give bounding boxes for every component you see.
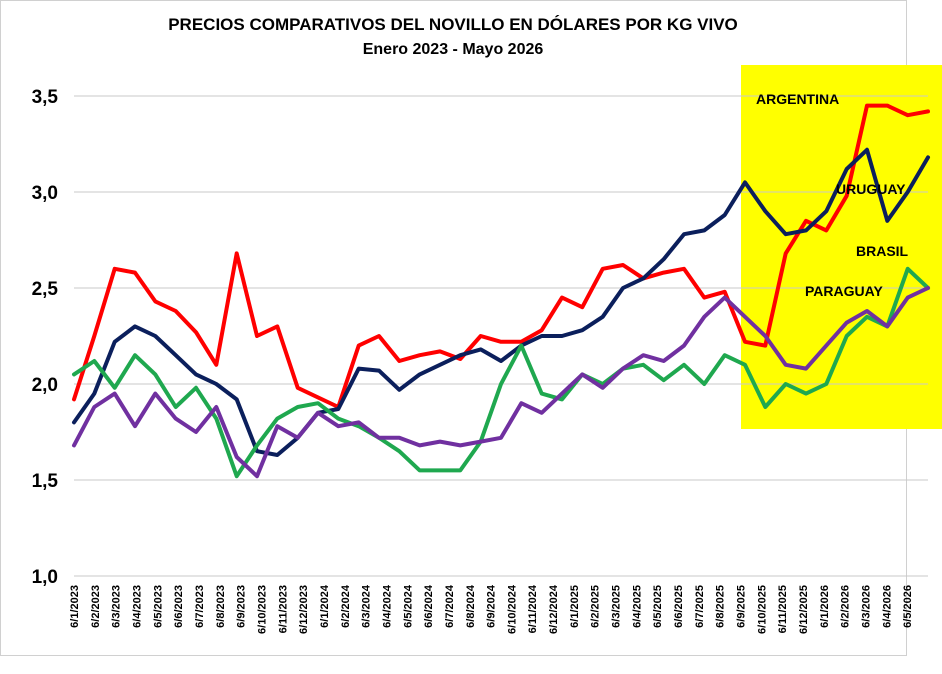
x-tick-label: 6/11/2025 [777,585,789,633]
x-tick-label: 6/1/2026 [819,585,831,628]
x-tick-label: 6/2/2026 [840,585,852,628]
x-tick-label: 6/12/2023 [298,585,310,634]
y-tick-label: 3,5 [32,87,59,108]
x-tick-label: 6/7/2023 [194,585,206,628]
x-tick-label: 6/3/2026 [861,585,873,628]
x-tick-label: 6/7/2025 [694,585,706,628]
x-tick-label: 6/3/2024 [361,584,373,628]
x-tick-label: 6/5/2025 [652,585,664,628]
series-line-argentina [72,103,930,409]
x-tick-label: 6/10/2024 [506,584,518,634]
x-tick-label: 6/6/2025 [673,585,685,628]
y-tick-label: 2,0 [32,375,58,396]
x-tick-label: 6/12/2024 [548,584,560,634]
x-tick-label: 6/11/2024 [527,584,539,633]
legend-label-paraguay: PARAGUAY [805,283,883,299]
x-tick-label: 6/8/2025 [715,585,727,628]
x-tick-label: 6/1/2025 [569,585,581,628]
x-tick-label: 6/1/2023 [69,585,81,628]
x-tick-label: 6/2/2025 [590,585,602,628]
series-line-paraguay [72,286,930,479]
series-line-brasil [72,266,930,479]
x-tick-label: 6/4/2023 [131,585,143,628]
x-tick-label: 6/11/2023 [277,585,289,633]
x-tick-label: 6/4/2026 [881,585,893,628]
series-line-uruguay [72,147,930,457]
x-tick-label: 6/9/2023 [236,585,248,628]
legend-label-brasil: BRASIL [856,243,909,259]
x-tick-label: 6/2/2023 [90,585,102,628]
x-tick-label: 6/2/2024 [340,584,352,628]
y-tick-label: 1,0 [32,567,58,588]
x-tick-label: 6/8/2024 [465,584,477,628]
x-tick-label: 6/5/2023 [152,585,164,628]
x-tick-label: 6/12/2025 [798,585,810,634]
chart-title: PRECIOS COMPARATIVOS DEL NOVILLO EN DÓLA… [168,15,738,34]
y-tick-label: 1,5 [32,471,59,492]
x-tick-label: 6/6/2023 [173,585,185,628]
x-tick-label: 6/8/2023 [215,585,227,628]
x-tick-label: 6/10/2023 [256,585,268,634]
y-tick-label: 2,5 [32,279,59,300]
x-tick-label: 6/9/2024 [486,584,498,628]
y-tick-label: 3,0 [32,183,58,204]
x-tick-label: 6/3/2023 [111,585,123,628]
x-tick-label: 6/7/2024 [444,584,456,628]
x-tick-label: 6/1/2024 [319,584,331,628]
x-tick-label: 6/3/2025 [611,585,623,628]
highlight-box [741,65,942,429]
x-tick-label: 6/5/2024 [402,584,414,628]
x-tick-label: 6/10/2025 [756,585,768,634]
legend-label-argentina: ARGENTINA [756,91,839,107]
legend-label-uruguay: URUGUAY [836,181,906,197]
x-tick-label: 6/9/2025 [736,585,748,628]
x-tick-label: 6/4/2025 [631,585,643,628]
x-tick-label: 6/4/2024 [381,584,393,628]
x-tick-label: 6/6/2024 [423,584,435,628]
x-tick-label: 6/5/2026 [902,585,914,628]
chart-subtitle: Enero 2023 - Mayo 2026 [363,41,544,58]
